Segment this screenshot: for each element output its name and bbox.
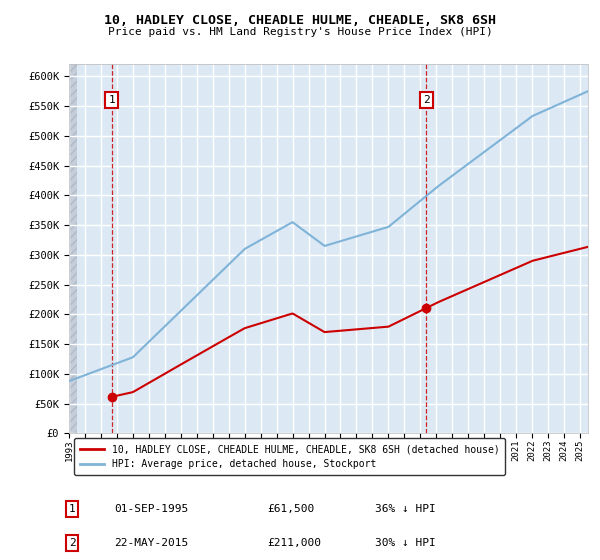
Text: £211,000: £211,000: [267, 538, 321, 548]
Text: 01-SEP-1995: 01-SEP-1995: [114, 504, 188, 514]
Text: 22-MAY-2015: 22-MAY-2015: [114, 538, 188, 548]
Text: 1: 1: [108, 95, 115, 105]
Text: 30% ↓ HPI: 30% ↓ HPI: [375, 538, 436, 548]
Text: 10, HADLEY CLOSE, CHEADLE HULME, CHEADLE, SK8 6SH: 10, HADLEY CLOSE, CHEADLE HULME, CHEADLE…: [104, 14, 496, 27]
Text: £61,500: £61,500: [267, 504, 314, 514]
Text: 2: 2: [423, 95, 430, 105]
Legend: 10, HADLEY CLOSE, CHEADLE HULME, CHEADLE, SK8 6SH (detached house), HPI: Average: 10, HADLEY CLOSE, CHEADLE HULME, CHEADLE…: [74, 438, 505, 475]
Text: 36% ↓ HPI: 36% ↓ HPI: [375, 504, 436, 514]
Text: Price paid vs. HM Land Registry's House Price Index (HPI): Price paid vs. HM Land Registry's House …: [107, 27, 493, 37]
Text: 2: 2: [68, 538, 76, 548]
Text: 1: 1: [68, 504, 76, 514]
